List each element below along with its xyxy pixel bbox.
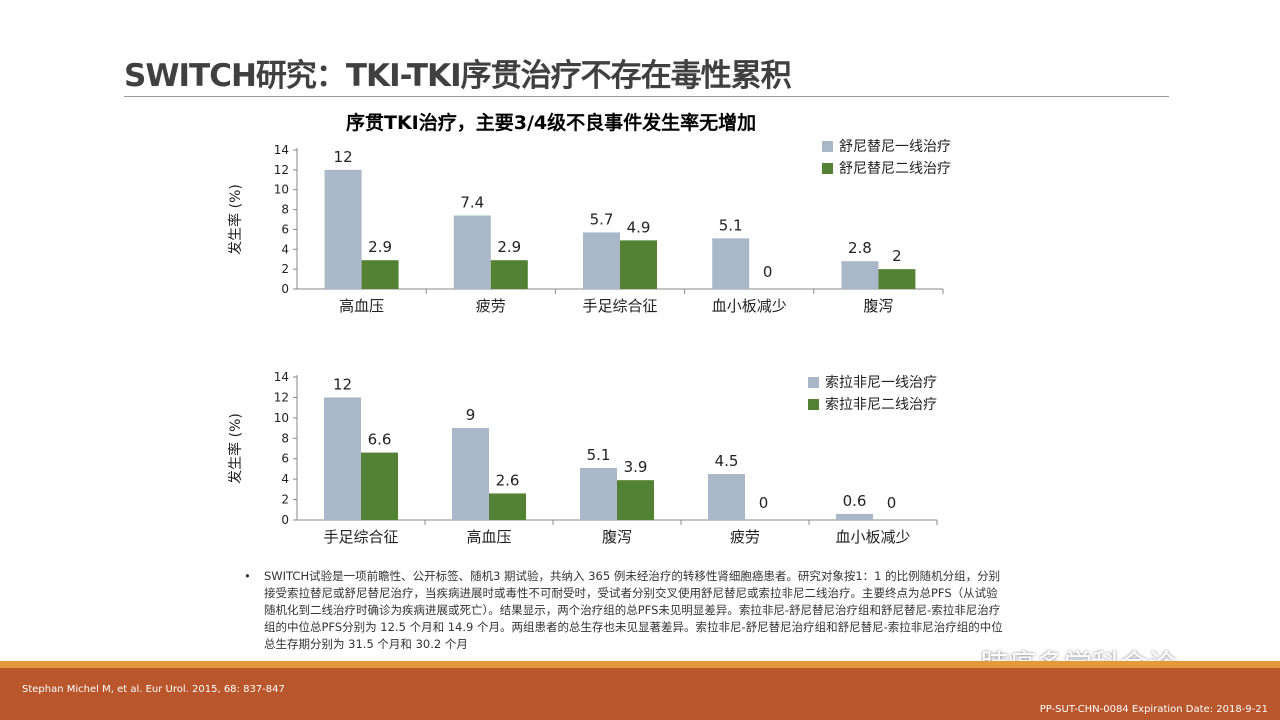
y-tick-label: 14 [274, 143, 289, 157]
y-tick-label: 2 [281, 493, 289, 507]
bar-second-line [361, 452, 398, 520]
title-divider [124, 96, 1169, 97]
y-tick-label: 12 [274, 163, 289, 177]
x-tick-label: 血小板减少 [835, 528, 910, 546]
y-tick-label: 12 [274, 390, 289, 404]
bar-first-line [712, 238, 750, 289]
chart-subtitle: 序贯TKI治疗，主要3/4级不良事件发生率无增加 [346, 112, 757, 134]
data-label: 2.9 [497, 238, 521, 256]
bar-first-line [453, 215, 491, 289]
data-label: 4.5 [715, 452, 739, 470]
x-tick-label: 血小板减少 [712, 297, 787, 315]
y-tick-label: 4 [281, 242, 289, 256]
bar-first-line [836, 513, 873, 520]
bar-first-line [324, 397, 361, 520]
data-label: 3.9 [624, 458, 648, 476]
note-text: SWITCH试验是一项前瞻性、公开标签、随机3 期试验，共纳入 365 例未经治… [264, 569, 1003, 651]
x-tick-label: 腹泻 [863, 297, 893, 315]
data-label: 0 [887, 494, 897, 512]
data-label: 0 [759, 494, 769, 512]
bar-first-line [583, 232, 620, 289]
data-label: 4.9 [627, 218, 651, 236]
legend-swatch [808, 377, 819, 388]
legend-label: 索拉非尼二线治疗 [825, 396, 937, 413]
bar-second-line [361, 260, 399, 289]
y-tick-label: 4 [281, 472, 289, 486]
y-tick-label: 0 [281, 282, 289, 296]
y-tick-label: 0 [281, 513, 289, 527]
y-tick-label: 8 [281, 203, 289, 217]
legend-label: 舒尼替尼二线治疗 [839, 161, 951, 177]
footer: Stephan Michel M, et al. Eur Urol. 2015,… [0, 668, 1280, 720]
y-tick-label: 6 [281, 222, 289, 236]
bar-second-line [620, 240, 657, 289]
y-tick-label: 10 [274, 411, 289, 425]
data-label: 7.4 [460, 194, 484, 212]
bar-first-line [452, 428, 489, 520]
bar-first-line [580, 467, 617, 520]
y-tick-label: 6 [281, 452, 289, 466]
data-label: 6.6 [368, 431, 392, 449]
legend-swatch [808, 399, 819, 410]
citation: Stephan Michel M, et al. Eur Urol. 2015,… [22, 684, 285, 695]
y-axis-label: 发生率 (%) [227, 413, 244, 484]
bar-second-line [617, 480, 654, 520]
data-label: 12 [334, 148, 353, 166]
bar-second-line [878, 269, 916, 289]
bar-second-line [490, 260, 528, 289]
x-tick-label: 疲劳 [476, 297, 506, 315]
x-tick-label: 疲劳 [730, 528, 760, 546]
data-label: 2.6 [496, 471, 520, 489]
chart-sorafenib: 0 2 4 6 8 10 12 14 发生率 (%) 手足综合征 12 6.6 高血压 9 2.6 腹泻 5.1… [227, 370, 938, 546]
x-tick-label: 高血压 [466, 528, 511, 546]
data-label: 2 [892, 247, 902, 265]
x-tick-label: 手足综合征 [323, 528, 398, 546]
y-tick-label: 10 [274, 183, 289, 197]
bar-first-line [841, 261, 879, 289]
data-label: 0 [763, 263, 773, 281]
study-note: • SWITCH试验是一项前瞻性、公开标签、随机3 期试验，共纳入 365 例未… [244, 568, 1008, 653]
data-label: 12 [333, 375, 352, 393]
bar-second-line [489, 493, 526, 520]
bar-first-line [708, 474, 745, 520]
data-label: 5.7 [590, 210, 614, 228]
bar-first-line [324, 169, 362, 289]
data-label: 5.1 [587, 446, 611, 464]
x-tick-label: 腹泻 [602, 528, 632, 546]
legend-label: 舒尼替尼一线治疗 [839, 139, 951, 155]
slide-title: SWITCH研究：TKI-TKI序贯治疗不存在毒性累积 [124, 58, 792, 94]
y-tick-label: 2 [281, 262, 289, 276]
y-tick-label: 14 [274, 370, 289, 384]
chart-sunitinib: 0 2 4 6 8 10 12 14 发生率 (%) 高血压 12 2.9 疲劳 7.4 2.9 手足综合征 5… [227, 139, 951, 315]
x-tick-label: 高血压 [339, 297, 384, 315]
legend-label: 索拉非尼一线治疗 [825, 374, 937, 391]
doc-code: PP-SUT-CHN-0084 Expiration Date: 2018-9-… [1039, 704, 1268, 715]
data-label: 2.8 [848, 239, 872, 257]
footer-stripe [0, 661, 1280, 668]
y-axis-label: 发生率 (%) [227, 184, 244, 255]
x-tick-label: 手足综合征 [582, 297, 657, 315]
data-label: 5.1 [719, 216, 743, 234]
legend-swatch [822, 163, 833, 174]
data-label: 9 [466, 406, 476, 424]
data-label: 0.6 [843, 492, 867, 510]
legend-swatch [822, 141, 833, 152]
data-label: 2.9 [368, 238, 392, 256]
bullet: • [244, 569, 251, 583]
y-tick-label: 8 [281, 431, 289, 445]
